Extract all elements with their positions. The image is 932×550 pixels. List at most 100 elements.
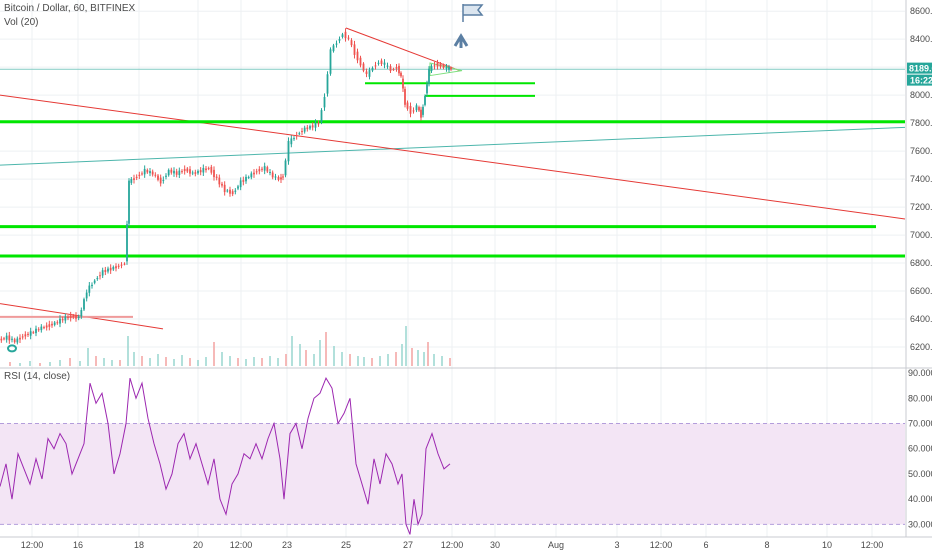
candle-body	[329, 49, 332, 74]
volume-bar	[401, 344, 403, 366]
candle-body	[56, 322, 59, 324]
volume-bar	[411, 348, 413, 366]
time-tick-label: 12:00	[861, 540, 884, 550]
red-trendline	[0, 94, 906, 220]
candle-body	[269, 171, 271, 173]
candle-body	[146, 169, 149, 173]
candle-body	[445, 67, 448, 69]
rsi-tick-label: 30.0000	[908, 519, 932, 529]
candle-body	[183, 168, 186, 172]
candle-body	[191, 172, 194, 174]
time-tick-label: 23	[282, 540, 292, 550]
candle-body	[404, 88, 406, 105]
candle-body	[170, 169, 173, 173]
price-tick-label: 8000.0	[910, 90, 932, 100]
arrow-up-icon	[453, 33, 469, 48]
last-price-text: 8189.6	[909, 64, 932, 74]
candle-body	[406, 102, 409, 109]
volume-bar	[165, 357, 167, 366]
candle-body	[271, 172, 274, 178]
candle-body	[24, 334, 27, 337]
candle-body	[194, 172, 197, 174]
volume-legend[interactable]: Vol (20)	[4, 17, 39, 28]
candle-body	[392, 69, 395, 71]
candle-body	[101, 270, 104, 276]
price-tick-label: 6800.0	[910, 258, 932, 268]
candle-body	[128, 180, 130, 224]
candle-body	[189, 169, 191, 174]
volume-bar	[441, 356, 443, 366]
countdown-badge	[907, 74, 932, 86]
volume-bar	[277, 358, 279, 366]
candle-body	[27, 333, 29, 335]
volume-bar	[319, 340, 321, 366]
time-tick-label: 12:00	[230, 540, 253, 550]
candle-body	[282, 176, 284, 178]
rsi-tick-label: 40.0000	[908, 494, 932, 504]
candle-body	[231, 191, 234, 195]
candle-body	[409, 105, 412, 114]
candle-body	[261, 168, 263, 170]
volume-bar	[387, 354, 389, 366]
candle-body	[365, 71, 368, 75]
candle-body	[61, 319, 64, 321]
candle-body	[117, 265, 120, 267]
candle-body	[237, 186, 239, 189]
candle-body	[247, 177, 250, 179]
volume-bar	[87, 348, 89, 366]
teal-trendline	[0, 126, 906, 166]
time-tick-label: 16	[73, 540, 83, 550]
symbol-legend[interactable]: Bitcoin / Dollar, 60, BITFINEX	[4, 3, 136, 14]
candle-body	[162, 179, 165, 181]
volume-bar	[173, 359, 175, 366]
candle-body	[205, 168, 207, 171]
candle-body	[341, 34, 344, 38]
candle-body	[80, 310, 83, 317]
volume-bar	[157, 354, 159, 366]
candle-body	[175, 171, 178, 175]
candle-body	[386, 65, 389, 67]
rsi-tick-label: 80.0000	[908, 393, 932, 403]
volume-bar	[269, 356, 271, 366]
volume-bar	[433, 354, 435, 366]
candle-body	[207, 168, 210, 170]
time-tick-label: 3	[614, 540, 619, 550]
last-price-badge	[907, 62, 932, 74]
volume-bar	[111, 360, 113, 366]
volume-bar	[423, 352, 425, 366]
price-tick-label: 8600.0	[910, 6, 932, 16]
price-tick-label: 7200.0	[910, 202, 932, 212]
volume-bar	[141, 356, 143, 366]
ellipse-annotation	[7, 344, 17, 353]
candle-body	[439, 64, 442, 67]
volume-bar	[29, 361, 31, 366]
price-tick-label: 7600.0	[910, 146, 932, 156]
rsi-tick-label: 60.0000	[908, 444, 932, 454]
candle-body	[306, 127, 309, 130]
volume-bar	[379, 356, 381, 366]
candle-body	[16, 338, 19, 343]
candle-body	[0, 338, 3, 341]
candle-body	[69, 315, 72, 318]
candle-body	[317, 123, 320, 125]
volume-bar	[103, 358, 105, 366]
time-tick-label: 8	[764, 540, 769, 550]
candle-body	[424, 95, 426, 105]
candle-body	[295, 135, 298, 137]
candle-body	[197, 170, 199, 174]
candle-body	[130, 179, 133, 183]
candle-body	[48, 324, 51, 327]
volume-bar	[181, 355, 183, 366]
time-tick-label: 12:00	[21, 540, 44, 550]
candle-body	[149, 171, 151, 174]
candle-body	[350, 40, 353, 46]
candle-body	[210, 166, 213, 173]
candle-body	[59, 318, 61, 324]
candle-body	[400, 72, 402, 77]
candle-body	[415, 105, 418, 111]
candle-body	[112, 266, 115, 270]
volume-bar	[119, 360, 121, 366]
rsi-legend[interactable]: RSI (14, close)	[4, 371, 71, 382]
volume-bar	[357, 356, 359, 366]
